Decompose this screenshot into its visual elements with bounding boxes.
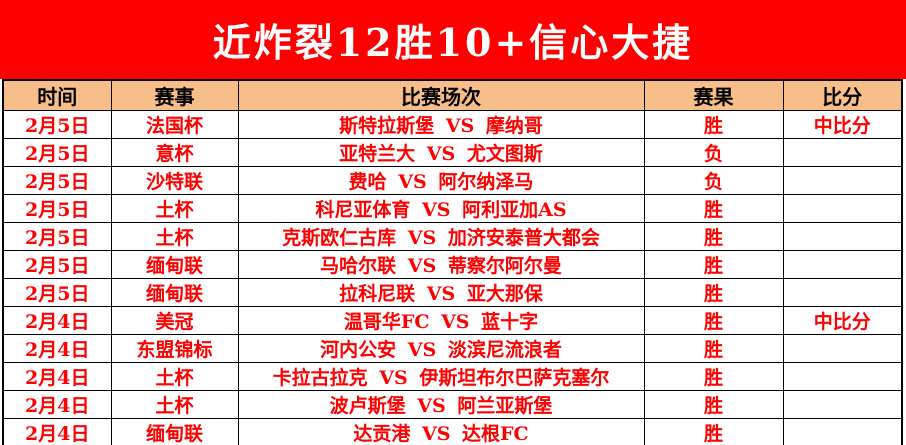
score-cell (782, 222, 903, 251)
date-cell: 2月4日 (2, 334, 112, 363)
score-cell (782, 278, 903, 307)
result-cell: 负 (643, 166, 784, 195)
match-cell: 马哈尔联 VS 蒂察尔阿尔曼 (237, 250, 645, 279)
results-table-header: 时间 赛事 比赛场次 赛果 比分 (2, 79, 903, 111)
score-cell (782, 194, 903, 223)
header-cell-league: 赛事 (110, 79, 239, 111)
score-cell (782, 166, 903, 195)
score-cell (782, 250, 903, 279)
match-cell: 费哈 VS 阿尔纳泽马 (237, 166, 645, 195)
match-cell: 温哥华FC VS 蓝十字 (237, 306, 645, 335)
league-cell: 缅甸联 (110, 418, 239, 445)
table-row: 2月4日 土杯 卡拉古拉克 VS 伊斯坦布尔巴萨克塞尔胜 (2, 362, 903, 391)
table-row: 2月5日 法国杯 斯特拉斯堡 VS 摩纳哥胜中比分 (2, 110, 903, 139)
results-table: 时间 赛事 比赛场次 赛果 比分 2月5日 法国杯 斯特拉斯堡 VS 摩纳哥胜中比分… (2, 79, 903, 445)
date-cell: 2月5日 (2, 166, 112, 195)
date-cell: 2月5日 (2, 250, 112, 279)
match-cell: 波卢斯堡 VS 阿兰亚斯堡 (237, 390, 645, 419)
match-cell: 克斯欧仁古库 VS 加济安泰普大都会 (237, 222, 645, 251)
header-row: 时间 赛事 比赛场次 赛果 比分 (2, 79, 903, 111)
score-cell: 中比分 (782, 306, 903, 335)
match-cell: 拉科尼联 VS 亚大那保 (237, 278, 645, 307)
league-cell: 土杯 (110, 222, 239, 251)
league-cell: 缅甸联 (110, 250, 239, 279)
date-cell: 2月5日 (2, 222, 112, 251)
match-cell: 科尼亚体育 VS 阿利亚加AS (237, 194, 645, 223)
result-cell: 胜 (643, 110, 784, 139)
result-cell: 胜 (643, 334, 784, 363)
result-cell: 胜 (643, 362, 784, 391)
date-cell: 2月4日 (2, 306, 112, 335)
league-cell: 缅甸联 (110, 278, 239, 307)
page-title: 近炸裂12胜10+信心大捷 (212, 20, 694, 65)
header-cell-match: 比赛场次 (237, 79, 645, 111)
table-row: 2月5日 沙特联 费哈 VS 阿尔纳泽马负 (2, 166, 903, 195)
result-cell: 负 (643, 138, 784, 167)
score-cell (782, 418, 903, 445)
table-row: 2月5日 土杯 克斯欧仁古库 VS 加济安泰普大都会胜 (2, 222, 903, 251)
date-cell: 2月4日 (2, 390, 112, 419)
table-row: 2月4日 美冠 温哥华FC VS 蓝十字胜中比分 (2, 306, 903, 335)
score-cell (782, 362, 903, 391)
header-cell-result: 赛果 (643, 79, 784, 111)
result-cell: 胜 (643, 278, 784, 307)
table-row: 2月4日 东盟锦标 河内公安 VS 淡滨尼流浪者胜 (2, 334, 903, 363)
score-cell (782, 334, 903, 363)
score-cell (782, 138, 903, 167)
result-cell: 胜 (643, 222, 784, 251)
date-cell: 2月5日 (2, 138, 112, 167)
league-cell: 美冠 (110, 306, 239, 335)
table-row: 2月5日 意杯 亚特兰大 VS 尤文图斯负 (2, 138, 903, 167)
match-cell: 斯特拉斯堡 VS 摩纳哥 (237, 110, 645, 139)
result-cell: 胜 (643, 390, 784, 419)
results-table-body: 2月5日 法国杯 斯特拉斯堡 VS 摩纳哥胜中比分 2月5日 意杯 亚特兰大 VS 尤文图… (2, 110, 903, 445)
match-cell: 河内公安 VS 淡滨尼流浪者 (237, 334, 645, 363)
header-cell-score: 比分 (782, 79, 903, 111)
score-cell (782, 390, 903, 419)
date-cell: 2月5日 (2, 278, 112, 307)
banner: 近炸裂12胜10+信心大捷 (0, 0, 906, 79)
league-cell: 土杯 (110, 362, 239, 391)
date-cell: 2月5日 (2, 194, 112, 223)
table-row: 2月5日 缅甸联 马哈尔联 VS 蒂察尔阿尔曼胜 (2, 250, 903, 279)
result-cell: 胜 (643, 194, 784, 223)
league-cell: 意杯 (110, 138, 239, 167)
table-row: 2月5日 缅甸联 拉科尼联 VS 亚大那保胜 (2, 278, 903, 307)
table-row: 2月5日 土杯 科尼亚体育 VS 阿利亚加AS 胜 (2, 194, 903, 223)
header-cell-time: 时间 (2, 79, 112, 111)
table-row: 2月4日 土杯 波卢斯堡 VS 阿兰亚斯堡胜 (2, 390, 903, 419)
league-cell: 法国杯 (110, 110, 239, 139)
league-cell: 土杯 (110, 390, 239, 419)
result-cell: 胜 (643, 250, 784, 279)
table-row: 2月4日 缅甸联 达贡港 VS 达根FC 胜 (2, 418, 903, 445)
match-cell: 卡拉古拉克 VS 伊斯坦布尔巴萨克塞尔 (237, 362, 645, 391)
date-cell: 2月5日 (2, 110, 112, 139)
score-cell: 中比分 (782, 110, 903, 139)
league-cell: 东盟锦标 (110, 334, 239, 363)
result-cell: 胜 (643, 418, 784, 445)
date-cell: 2月4日 (2, 418, 112, 445)
date-cell: 2月4日 (2, 362, 112, 391)
match-cell: 达贡港 VS 达根FC (237, 418, 645, 445)
league-cell: 沙特联 (110, 166, 239, 195)
league-cell: 土杯 (110, 194, 239, 223)
result-cell: 胜 (643, 306, 784, 335)
match-cell: 亚特兰大 VS 尤文图斯 (237, 138, 645, 167)
